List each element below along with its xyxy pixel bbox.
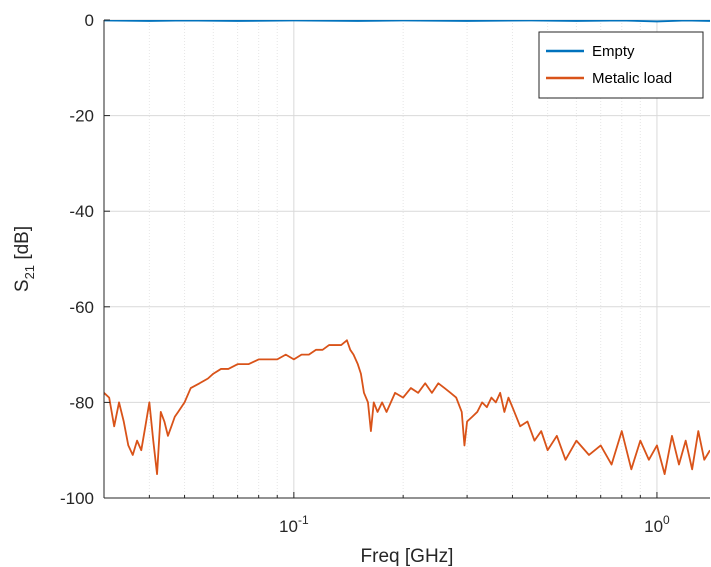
legend-label-metalic-load: Metalic load (592, 70, 672, 87)
x-axis-label: Freq [GHz] (361, 546, 454, 567)
y-tick-label: -60 (69, 298, 94, 317)
series-layer (104, 20, 710, 476)
series-line-empty (104, 20, 710, 23)
axes-layer (103, 19, 710, 499)
y-axis-label-main: S (12, 279, 33, 292)
legend-label-empty: Empty (592, 43, 635, 60)
y-tick-label: -80 (69, 393, 94, 412)
ticklabel-layer: 0 -20 -40 -60 -80 -100 10-1 100 (60, 11, 670, 536)
legend-box (538, 31, 704, 99)
y-tick-label: -40 (69, 202, 94, 221)
legend: Empty Metalic load (538, 31, 704, 99)
y-axis-label: S21 [dB] (12, 226, 37, 292)
y-axis-label-unit: [dB] (12, 226, 33, 265)
y-axis-label-sub: 21 (22, 265, 37, 279)
x-tick-label: 100 (644, 513, 670, 536)
plot-background (104, 20, 710, 498)
y-tick-label: -100 (60, 489, 94, 508)
x-tick-label: 10-1 (279, 513, 309, 536)
series-line-metalic-load (104, 339, 710, 476)
y-tick-label: -20 (69, 107, 94, 126)
y-tick-label: 0 (85, 11, 94, 30)
